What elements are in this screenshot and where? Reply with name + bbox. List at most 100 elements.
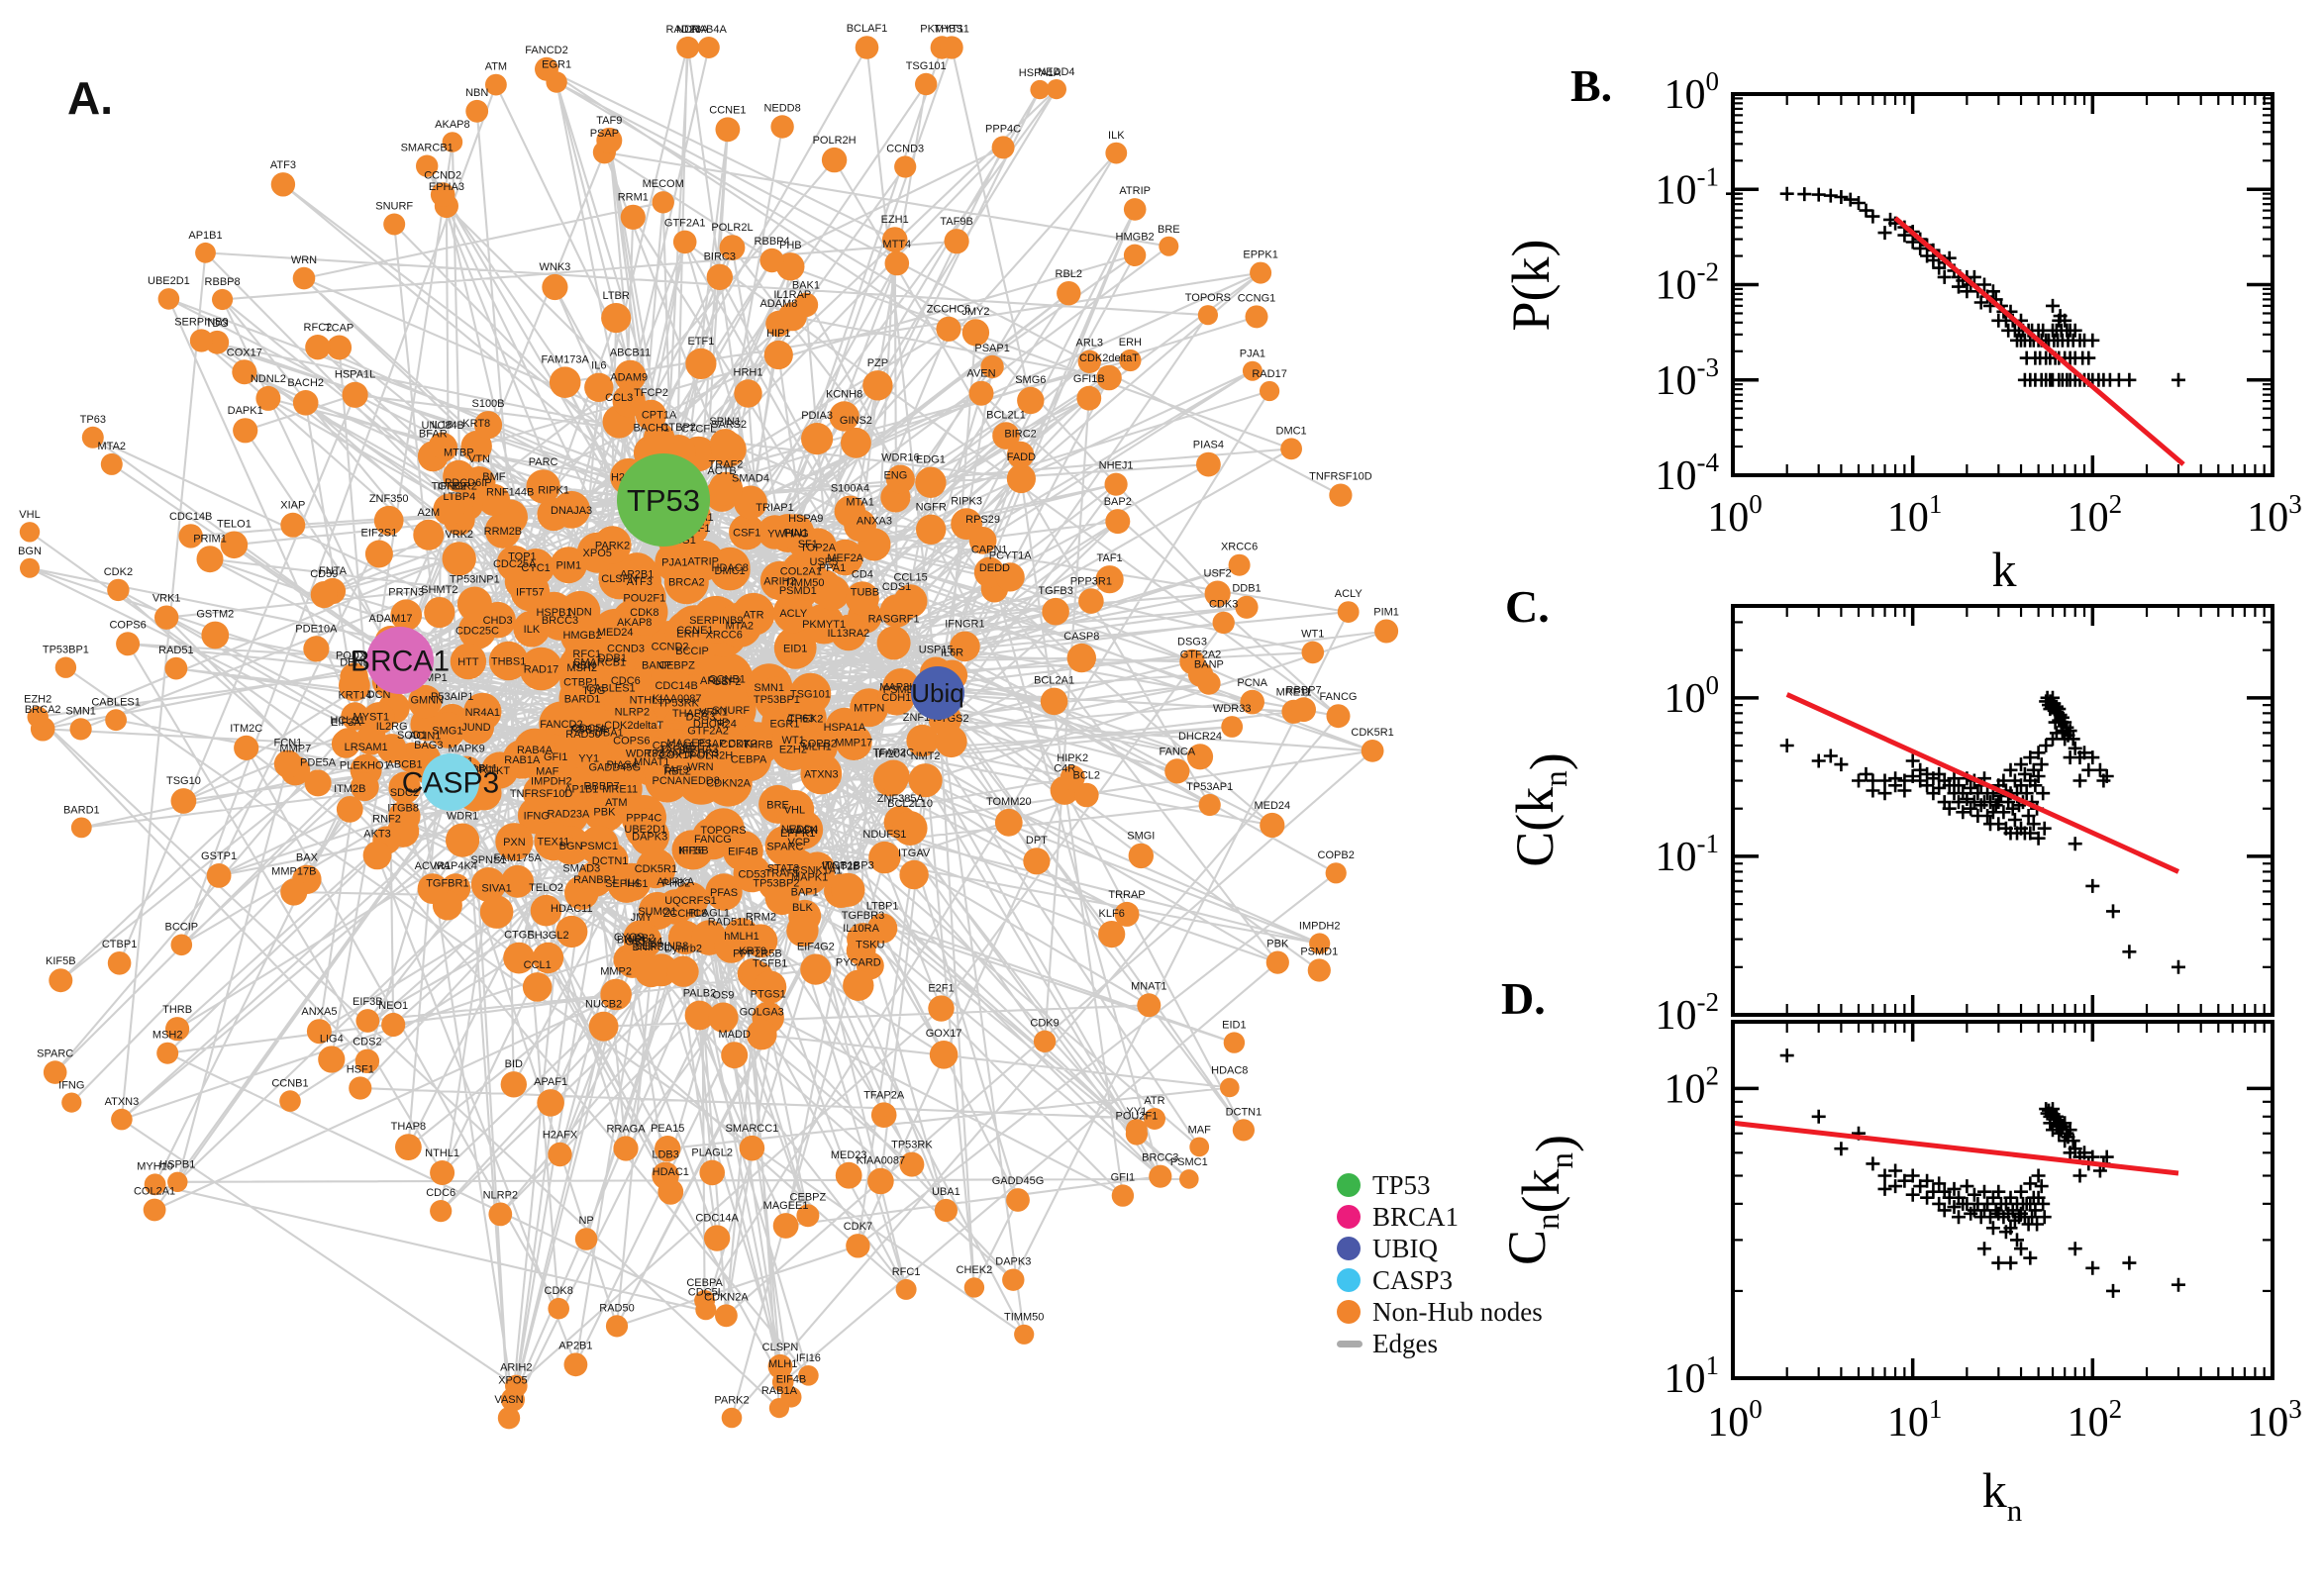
gene-node [868, 841, 901, 874]
gene-node-label: JUND [461, 722, 490, 734]
gene-node-label: SPARC [766, 841, 803, 852]
gene-node-label: PBK [593, 806, 616, 818]
gene-node-label: IL6R [941, 648, 963, 659]
gene-node [1014, 1324, 1035, 1345]
gene-node-label: IFI16 [796, 1352, 821, 1364]
gene-node-label: CCND3 [607, 643, 645, 654]
gene-node [991, 136, 1015, 159]
gene-node [593, 526, 632, 564]
gene-node [867, 1167, 894, 1195]
gene-node [381, 1012, 406, 1038]
gene-node [980, 354, 1004, 379]
gene-node-label: HSPA1A [1019, 67, 1061, 79]
chart-C-frame [1731, 604, 2274, 1017]
gene-node-label: USF2 [713, 676, 741, 688]
gene-node-label: TSG101 [906, 60, 947, 72]
gene-node [473, 411, 503, 440]
gene-node [845, 581, 879, 616]
gene-node-label: KRT8 [462, 418, 490, 430]
gene-node [497, 1407, 521, 1430]
gene-node-label: SMAD3 [562, 862, 600, 874]
gene-node-label: CDKN2A [704, 1291, 749, 1303]
gene-node [81, 426, 104, 449]
gene-node [630, 816, 670, 856]
gene-node [793, 292, 819, 318]
gene-node [1123, 244, 1147, 266]
gene-node [881, 227, 908, 252]
gene-node [1235, 595, 1259, 619]
gene-node [111, 1108, 133, 1131]
gene-node-label: C4R [1054, 763, 1075, 775]
gene-node [620, 204, 646, 230]
gene-node-label: NDNL2 [251, 373, 286, 385]
gene-node-label: KIAA0087 [653, 693, 702, 705]
gene-node [673, 830, 714, 870]
gene-node [703, 1225, 731, 1251]
gene-node-label: BIRC3 [704, 251, 736, 263]
gene-node [601, 303, 632, 334]
gene-node [883, 670, 920, 708]
gene-node [465, 99, 489, 123]
gene-node-label: COPS6 [109, 619, 146, 631]
gene-node [107, 951, 132, 975]
gene-node-label: TEX11 [537, 837, 569, 848]
gene-node-label: CDS2 [353, 1037, 381, 1048]
gene-node [835, 1161, 862, 1189]
gene-node-label: PSMC1 [580, 841, 618, 852]
gene-node-label: GOX17 [926, 1028, 962, 1040]
gene-node [530, 894, 562, 927]
gene-node [43, 1060, 67, 1084]
gene-node [341, 702, 369, 731]
gene-node-label: IL13RA2 [827, 628, 869, 640]
gene-node-label: MED24 [1254, 800, 1290, 812]
gene-node [862, 370, 893, 401]
gene-node-label: TOP2A [800, 542, 837, 553]
gene-node-label: RBBP8 [205, 276, 241, 288]
gene-node [539, 701, 584, 747]
gene-node-label: BAX [296, 852, 319, 864]
gene-node [705, 873, 743, 911]
brca1-swatch-icon [1337, 1205, 1361, 1229]
gene-node [340, 662, 368, 692]
gene-node-label: PLAGL1 [688, 907, 730, 919]
gene-node-label: GSTM4 [625, 936, 662, 948]
gene-node [280, 512, 306, 538]
gene-node [672, 230, 697, 254]
gene-node-label: ERH [1119, 337, 1142, 349]
gene-node-label: MRE11 [602, 784, 638, 796]
gene-node [232, 359, 257, 385]
chart-D-points [1779, 1048, 2185, 1298]
gene-node-label: BRCA2 [25, 704, 61, 716]
gene-node-label: MED24 [597, 627, 634, 639]
gene-node [732, 592, 775, 636]
network-nodes [19, 36, 1399, 1430]
gene-node [167, 1171, 188, 1193]
gene-node-label: HTT [457, 656, 479, 668]
gene-node-label: IL18 [432, 420, 453, 432]
gene-node-label: WNT2B [822, 861, 860, 873]
gene-node [1260, 812, 1285, 839]
gene-node [801, 423, 834, 455]
gene-node-label: TRAF2 [709, 459, 744, 471]
gene-node-label: EIF3B [353, 996, 383, 1008]
gene-node [522, 972, 553, 1002]
gene-node [550, 547, 587, 584]
gene-node-label: CTBP2 [660, 422, 695, 434]
gene-node [1228, 553, 1251, 576]
gene-node-label: NLRP2 [615, 707, 650, 719]
gene-node-label: ZNF350 [369, 493, 409, 505]
gene-node-label: SMN1 [754, 682, 784, 694]
gene-node [574, 1228, 598, 1250]
gene-node-label: PSAP [697, 739, 726, 750]
gene-node-label: SMARCB1 [573, 657, 626, 669]
gene-node-label: TP53INP1 [450, 574, 500, 586]
gene-node-label: TOP1 [508, 551, 537, 563]
gene-node-label: PHB [779, 240, 802, 251]
gene-node-label: UBE2D1 [148, 275, 190, 287]
gene-node [992, 422, 1020, 449]
gene-node [1212, 611, 1235, 635]
gene-node-label: CAPN1 [971, 545, 1008, 556]
gene-node [1198, 793, 1221, 817]
gene-node [706, 263, 733, 290]
